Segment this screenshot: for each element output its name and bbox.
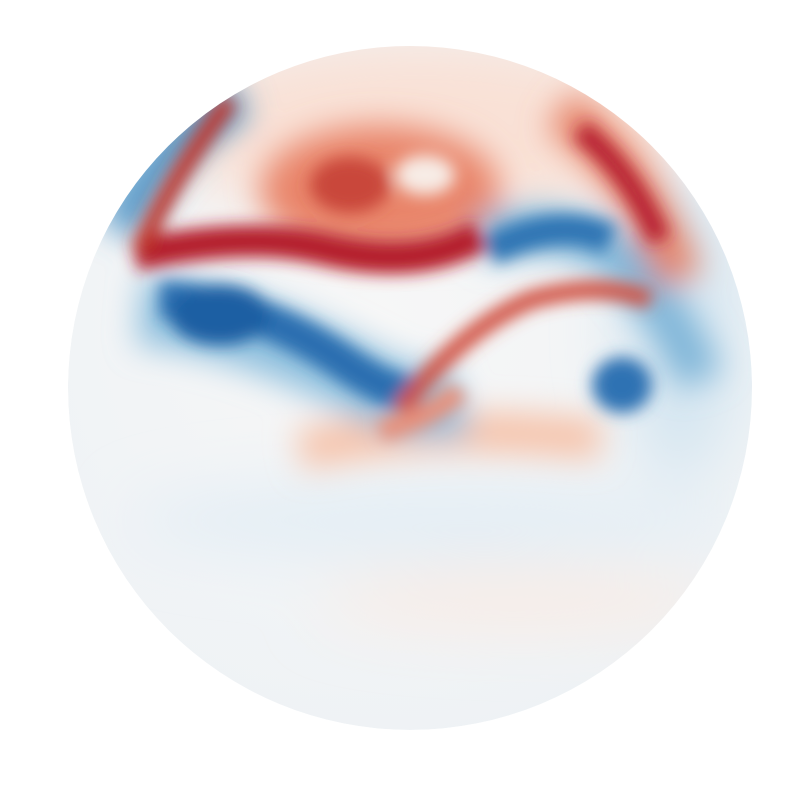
strong-features (131, 94, 671, 441)
field (68, 46, 752, 730)
